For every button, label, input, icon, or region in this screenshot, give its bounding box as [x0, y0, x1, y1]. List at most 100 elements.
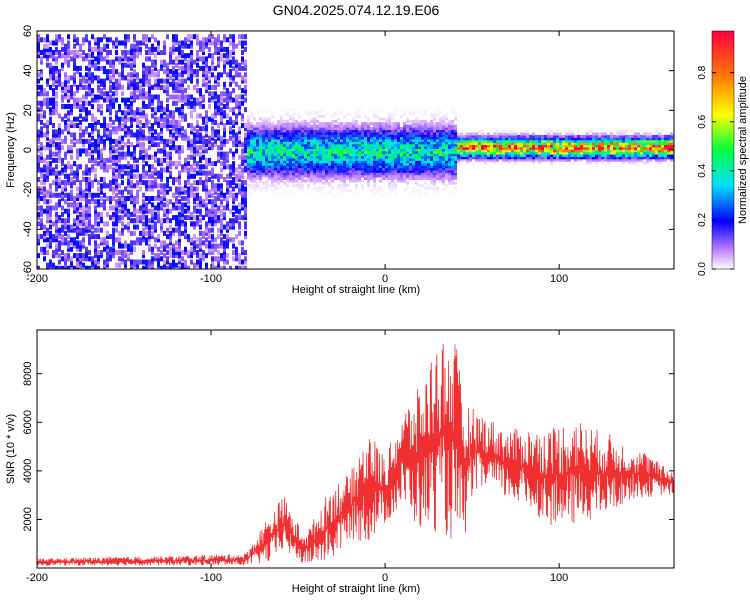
heatmap-cell [388, 138, 391, 142]
heatmap-cell [205, 243, 208, 249]
heatmap-cell [427, 193, 430, 197]
heatmap-cell [97, 56, 100, 62]
heatmap-cell [322, 177, 325, 180]
heatmap-cell [448, 174, 451, 178]
heatmap-cell [265, 193, 268, 197]
heatmap-cell [328, 172, 331, 176]
heatmap-cell [322, 172, 325, 176]
heatmap-cell [43, 234, 46, 240]
heatmap-cell [154, 211, 157, 217]
heatmap-cell [385, 162, 388, 166]
heatmap-cell [172, 142, 175, 148]
heatmap-cell [184, 221, 187, 227]
heatmap-cell [181, 81, 184, 87]
heatmap-cell [202, 69, 205, 75]
heatmap-cell [133, 110, 136, 116]
heatmap-cell [151, 259, 154, 265]
heatmap-cell [130, 72, 133, 78]
heatmap-cell [241, 265, 244, 269]
heatmap-cell [262, 167, 265, 171]
heatmap-cell [73, 91, 76, 97]
heatmap-cell [91, 234, 94, 240]
heatmap-cell [193, 167, 196, 173]
heatmap-cell [295, 122, 298, 126]
heatmap-cell [463, 146, 466, 150]
heatmap-cell [220, 237, 223, 243]
heatmap-cell [409, 148, 412, 152]
heatmap-cell [328, 167, 331, 171]
heatmap-cell [151, 62, 154, 68]
heatmap-cell [37, 138, 40, 144]
heatmap-cell [301, 177, 304, 180]
heatmap-cell [61, 205, 64, 211]
heatmap-cell [256, 131, 259, 135]
heatmap-cell [421, 131, 424, 135]
heatmap-cell [286, 131, 289, 135]
heatmap-cell [238, 40, 241, 46]
heatmap-cell [217, 243, 220, 249]
heatmap-cell [106, 256, 109, 262]
heatmap-cell [109, 157, 112, 163]
heatmap-cell [454, 127, 457, 130]
heatmap-cell [442, 174, 445, 178]
heatmap-cell [433, 157, 436, 161]
heatmap-cell [421, 112, 424, 116]
heatmap-cell [199, 65, 202, 71]
heatmap-cell [190, 142, 193, 148]
heatmap-cell [88, 91, 91, 97]
heatmap-cell [421, 122, 424, 126]
heatmap-cell [136, 180, 139, 186]
heatmap-cell [193, 145, 196, 151]
heatmap-cell [427, 134, 430, 138]
heatmap-cell [73, 173, 76, 179]
heatmap-cell [388, 146, 391, 149]
heatmap-cell [379, 141, 382, 145]
heatmap-cell [133, 164, 136, 170]
heatmap-cell [433, 174, 436, 178]
heatmap-cell [178, 65, 181, 71]
heatmap-cell [292, 165, 295, 169]
heatmap-cell [118, 78, 121, 84]
heatmap-cell [88, 138, 91, 144]
heatmap-cell [139, 177, 142, 182]
heatmap-cell [412, 146, 415, 149]
heatmap-cell [382, 153, 385, 157]
heatmap-cell [37, 234, 40, 240]
heatmap-cell [310, 129, 313, 133]
heatmap-cell [184, 183, 187, 189]
heatmap-cell [361, 186, 364, 190]
heatmap-cell [271, 174, 274, 178]
heatmap-cell [184, 164, 187, 170]
heatmap-cell [421, 155, 424, 159]
heatmap-cell [61, 145, 64, 151]
heatmap-cell [64, 43, 67, 49]
heatmap-cell [313, 155, 316, 159]
heatmap-cell [421, 160, 424, 164]
heatmap-cell [208, 240, 211, 246]
heatmap-cell [181, 269, 184, 274]
heatmap-cell [214, 246, 217, 252]
heatmap-cell [331, 179, 334, 183]
heatmap-cell [328, 155, 331, 159]
heatmap-cell [43, 110, 46, 116]
heatmap-cell [361, 138, 364, 142]
heatmap-cell [451, 169, 454, 173]
heatmap-cell [427, 138, 430, 142]
heatmap-cell [226, 234, 229, 240]
heatmap-cell [292, 138, 295, 142]
heatmap-cell [262, 131, 265, 135]
heatmap-cell [61, 40, 64, 46]
heatmap-cell [373, 174, 376, 178]
heatmap-cell [58, 170, 61, 176]
heatmap-cell [418, 119, 421, 123]
heatmap-cell [136, 164, 139, 170]
heatmap-cell [253, 155, 256, 159]
heatmap-cell [220, 243, 223, 249]
heatmap-cell [139, 129, 142, 135]
heatmap-cell [49, 211, 52, 217]
heatmap-cell [85, 138, 88, 144]
heatmap-cell [223, 154, 226, 160]
heatmap-cell [103, 69, 106, 75]
heatmap-cell [139, 240, 142, 246]
heatmap-cell [307, 141, 310, 145]
